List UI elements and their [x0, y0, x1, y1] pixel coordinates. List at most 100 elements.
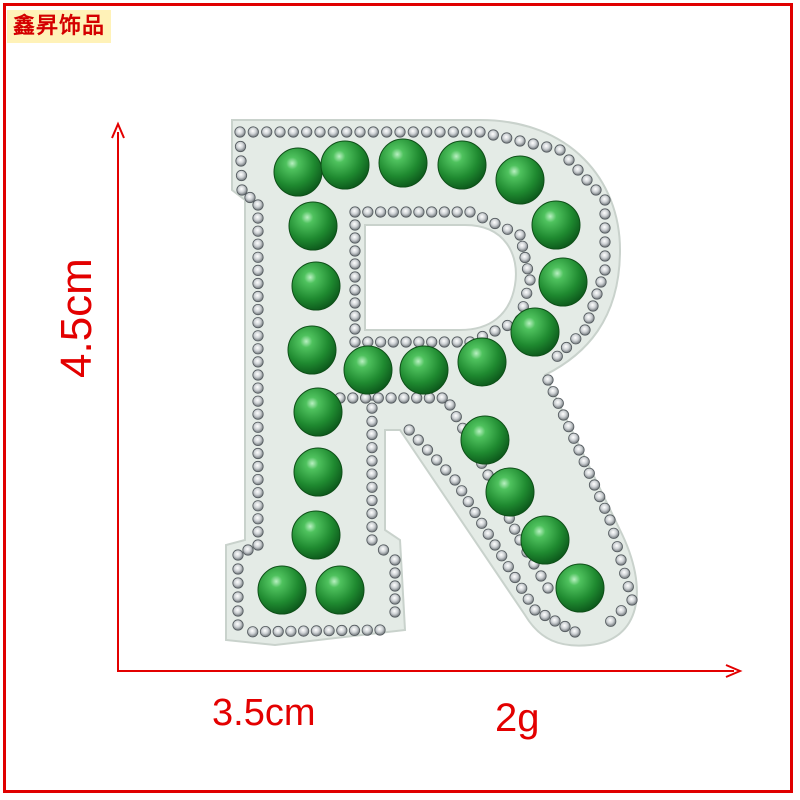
rhinestone — [599, 222, 611, 234]
rhinestone — [354, 126, 366, 138]
height-arrowhead-icon — [111, 121, 125, 139]
rhinestone — [563, 154, 575, 166]
rhinestone — [349, 258, 361, 270]
rhinestone — [559, 620, 571, 633]
rhinestone — [234, 140, 247, 153]
green-pearl — [460, 415, 510, 465]
rhinestone — [581, 174, 593, 186]
rhinestone — [476, 517, 488, 529]
rhinestone — [583, 467, 595, 479]
rhinestone — [234, 126, 246, 138]
patch-counter — [364, 224, 517, 331]
rhinestone — [252, 356, 264, 368]
rhinestone — [348, 624, 361, 637]
rhinestone — [374, 336, 387, 348]
rhinestone — [608, 527, 620, 539]
rhinestone — [349, 271, 361, 283]
rhinestone — [252, 447, 264, 460]
green-pearl — [315, 565, 365, 615]
rhinestone — [521, 263, 534, 275]
rhinestone — [349, 219, 361, 231]
rhinestone — [599, 264, 611, 276]
rhinestone — [232, 563, 244, 575]
green-pearl — [520, 515, 570, 565]
rhinestone — [516, 582, 528, 594]
rhinestone — [595, 276, 607, 288]
rhinestone — [252, 343, 264, 355]
rhinestone — [336, 624, 348, 637]
width-label: 3.5cm — [212, 692, 316, 734]
rhinestone — [367, 126, 379, 138]
rhinestone — [489, 539, 501, 551]
rhinestone — [341, 126, 353, 138]
rhinestone — [301, 126, 313, 138]
rhinestone — [252, 330, 264, 342]
rhinestone — [552, 397, 564, 409]
rhinestone — [474, 126, 486, 138]
green-pearl — [288, 201, 338, 251]
rhinestone — [349, 310, 361, 322]
rhinestone — [509, 523, 521, 535]
rhinestone — [252, 395, 264, 407]
green-pearl — [257, 565, 307, 615]
rhinestone — [252, 251, 264, 263]
rhinestone — [252, 317, 264, 329]
rhinestone — [349, 323, 361, 335]
rhinestone — [583, 312, 595, 324]
rhinestone — [516, 240, 529, 252]
rhinestone — [252, 539, 264, 551]
rhinestone — [547, 386, 559, 398]
green-pearl — [291, 261, 341, 311]
rhinestone — [444, 399, 456, 411]
rhinestone — [403, 424, 415, 436]
rhinestone — [362, 206, 374, 218]
rhinestone — [542, 582, 554, 594]
rhinestone — [366, 455, 378, 467]
rhinestone — [349, 336, 361, 348]
rhinestone — [594, 491, 606, 503]
rhinestone — [502, 561, 514, 573]
rhinestone — [539, 609, 551, 622]
rhinestone — [259, 625, 272, 638]
rhinestone — [242, 544, 254, 556]
rhinestone — [542, 374, 554, 386]
rhinestone — [349, 297, 361, 309]
rhinestone — [252, 225, 264, 237]
rhinestone — [557, 409, 570, 421]
rhinestone — [232, 605, 244, 617]
rhinestone — [421, 444, 434, 456]
width-arrowhead-icon — [725, 664, 743, 678]
rhinestone — [599, 208, 611, 220]
rhinestone — [252, 460, 264, 473]
rhinestone — [579, 324, 591, 336]
rhinestone — [252, 199, 264, 211]
rhinestone — [252, 408, 264, 420]
green-pearl — [273, 147, 323, 197]
rhinestone — [387, 336, 399, 348]
rhinestone — [252, 500, 264, 512]
rhinestone — [252, 434, 264, 446]
rhinestone — [426, 206, 438, 218]
rhinestone — [252, 277, 264, 290]
rhinestone — [314, 126, 326, 138]
rhinestone — [252, 303, 264, 316]
green-pearl — [320, 140, 370, 190]
rhinestone — [413, 206, 425, 218]
rhinestone — [522, 593, 534, 605]
rhinestone — [297, 625, 310, 637]
rhinestone — [615, 554, 627, 566]
rhinestone — [501, 223, 514, 235]
rhinestone — [389, 580, 401, 592]
rhinestone — [244, 191, 256, 204]
rhinestone — [236, 184, 248, 196]
rhinestone — [327, 126, 339, 138]
rhinestone — [560, 341, 573, 354]
rhinestone — [482, 528, 494, 540]
rhinestone — [599, 236, 611, 248]
rhinestone — [366, 468, 378, 480]
rhinestone — [347, 392, 359, 404]
rhinestone — [450, 411, 462, 423]
rhinestone — [398, 392, 410, 404]
rhinestone — [568, 432, 580, 444]
rhinestone — [604, 514, 616, 526]
